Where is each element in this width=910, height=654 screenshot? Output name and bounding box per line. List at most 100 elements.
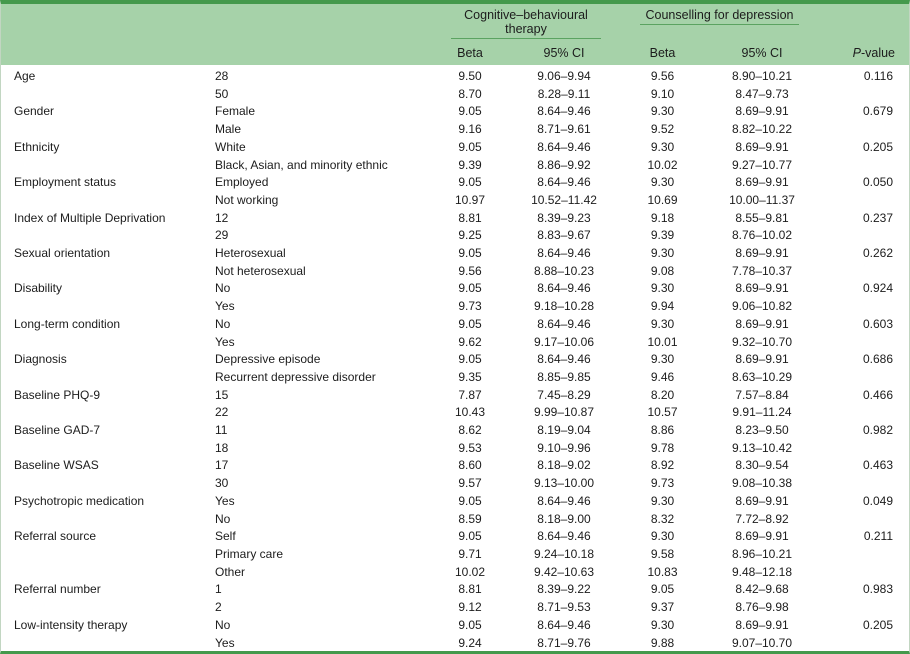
row-category: Self	[215, 529, 236, 544]
table-row: Referral number 1 8.81 8.39–9.22 9.05 8.42–9.…	[1, 581, 909, 599]
cfd-beta-value: 9.30	[650, 175, 675, 190]
cbt-ci-value: 9.99–10.87	[533, 405, 595, 420]
cbt-beta-value: 9.05	[458, 316, 482, 331]
cbt-ci-value: 8.86–9.92	[537, 157, 591, 172]
row-label	[1, 440, 215, 458]
cbt-ci-value: 8.83–9.67	[537, 228, 591, 243]
cfd-beta-value: 9.10	[650, 86, 675, 101]
row-category: 28	[215, 69, 229, 83]
p-value	[819, 157, 909, 175]
cfd-beta-value: 9.78	[650, 440, 675, 455]
cbt-ci-value: 8.64–9.46	[537, 104, 591, 119]
row-category: Depressive episode	[215, 352, 321, 367]
cfd-beta-value: 9.30	[650, 617, 675, 632]
table-row: Long-term condition No 9.05 8.64–9.46 9.30 8.…	[1, 316, 909, 334]
table-row: 30 9.57 9.13–10.00 9.73 9.08–10.38	[1, 475, 909, 493]
p-value	[819, 404, 909, 422]
cfd-beta-value: 9.94	[650, 299, 675, 314]
cfd-beta-value: 9.37	[650, 600, 675, 615]
row-category: 18	[215, 440, 229, 455]
row-label: Disability	[14, 281, 63, 296]
p-value	[819, 511, 909, 529]
cfd-beta-value: 9.58	[650, 546, 675, 561]
table-row: Gender Female 9.05 8.64–9.46 9.30 8.69–9.91 0.…	[1, 103, 909, 121]
cfd-ci-value: 7.78–10.37	[731, 263, 793, 278]
p-value: 0.050	[862, 175, 894, 190]
p-value: 0.466	[862, 387, 894, 402]
cfd-ci-value: 8.76–9.98	[735, 600, 789, 615]
cfd-ci-value: 7.72–8.92	[735, 511, 789, 526]
cfd-beta-value: 10.01	[647, 334, 678, 349]
row-label: Gender	[14, 104, 55, 119]
table-row: 2 9.12 8.71–9.53 9.37 8.76–9.98	[1, 599, 909, 617]
table-row: Yes 9.24 8.71–9.76 9.88 9.07–10.70	[1, 635, 909, 652]
cbt-beta-value: 9.71	[458, 546, 482, 561]
cbt-beta-value: 8.60	[458, 458, 482, 473]
cbt-ci-value: 10.52–11.42	[531, 192, 597, 207]
cbt-beta-value: 10.02	[454, 564, 486, 579]
table-row: 22 10.43 9.99–10.87 10.57 9.91–11.24	[1, 404, 909, 422]
row-label: Psychotropic medication	[14, 493, 145, 508]
table-row: Yes 9.62 9.17–10.06 10.01 9.32–10.70	[1, 334, 909, 352]
cfd-beta-value: 10.57	[647, 405, 678, 420]
col-header-cbt-ci: 95% CI	[543, 46, 585, 60]
p-value: 0.686	[862, 352, 894, 367]
row-label	[1, 298, 215, 316]
cbt-ci-value: 9.10–9.96	[537, 440, 591, 455]
p-value	[819, 440, 909, 458]
cfd-beta-value: 9.30	[650, 529, 675, 544]
cfd-ci-value: 9.13–10.42	[731, 440, 793, 455]
cbt-beta-value: 10.97	[454, 192, 486, 207]
row-category: No	[215, 281, 231, 296]
cbt-beta-value: 9.53	[458, 440, 482, 455]
row-label: Referral source	[14, 529, 97, 544]
cfd-beta-value: 8.92	[650, 458, 675, 473]
row-category: Employed	[215, 175, 269, 190]
table-row: Low-intensity therapy No 9.05 8.64–9.46 9.30…	[1, 617, 909, 635]
p-value	[819, 263, 909, 281]
cfd-ci-value: 8.63–10.29	[731, 369, 793, 384]
cbt-ci-value: 8.39–9.22	[537, 582, 591, 597]
p-value	[819, 369, 909, 387]
p-value: 0.679	[862, 104, 894, 119]
table-row: Yes 9.73 9.18–10.28 9.94 9.06–10.82	[1, 298, 909, 316]
p-value: 0.205	[862, 139, 894, 154]
cfd-ci-value: 8.69–9.91	[735, 139, 789, 154]
table-row: Sexual orientation Heterosexual 9.05 8.64–9…	[1, 245, 909, 263]
row-category: Male	[215, 122, 242, 137]
cbt-ci-value: 8.71–9.53	[537, 600, 591, 615]
cbt-ci-value: 8.18–9.02	[537, 458, 591, 473]
p-value	[819, 635, 909, 652]
table-row: Disability No 9.05 8.64–9.46 9.30 8.69–9.91 0.…	[1, 280, 909, 298]
row-label	[1, 564, 215, 582]
empty-header-cell	[1, 39, 215, 65]
row-category: Yes	[215, 334, 235, 349]
row-category: Heterosexual	[215, 246, 286, 261]
cbt-ci-value: 8.88–10.23	[533, 263, 595, 278]
row-label	[1, 369, 215, 387]
cbt-beta-value: 8.81	[458, 582, 482, 597]
col-header-p-value: P-value	[819, 39, 909, 65]
p-value	[819, 121, 909, 139]
row-category: Yes	[215, 493, 235, 508]
cfd-beta-value: 9.30	[650, 281, 675, 296]
row-label	[1, 263, 215, 281]
cfd-ci-value: 8.96–10.21	[731, 546, 793, 561]
cbt-beta-value: 9.05	[458, 139, 482, 154]
cbt-ci-value: 8.39–9.23	[537, 210, 591, 225]
table-row: 29 9.25 8.83–9.67 9.39 8.76–10.02	[1, 227, 909, 245]
cbt-beta-value: 9.16	[458, 122, 482, 137]
row-label	[1, 635, 215, 652]
cfd-beta-value: 9.56	[650, 69, 675, 83]
group-header-cbt: Cognitive–behavioural therapy	[432, 4, 620, 39]
cfd-beta-value: 9.46	[650, 369, 675, 384]
cbt-beta-value: 9.05	[458, 104, 482, 119]
cbt-beta-value: 8.70	[458, 86, 482, 101]
row-category: 50	[215, 86, 229, 101]
row-label: Age	[14, 69, 36, 83]
cbt-ci-value: 9.18–10.28	[533, 299, 595, 314]
col-header-cfd-ci: 95% CI	[741, 46, 783, 60]
cfd-beta-value: 8.32	[650, 511, 675, 526]
cfd-ci-value: 10.00–11.37	[729, 192, 795, 207]
row-category: No	[215, 511, 231, 526]
